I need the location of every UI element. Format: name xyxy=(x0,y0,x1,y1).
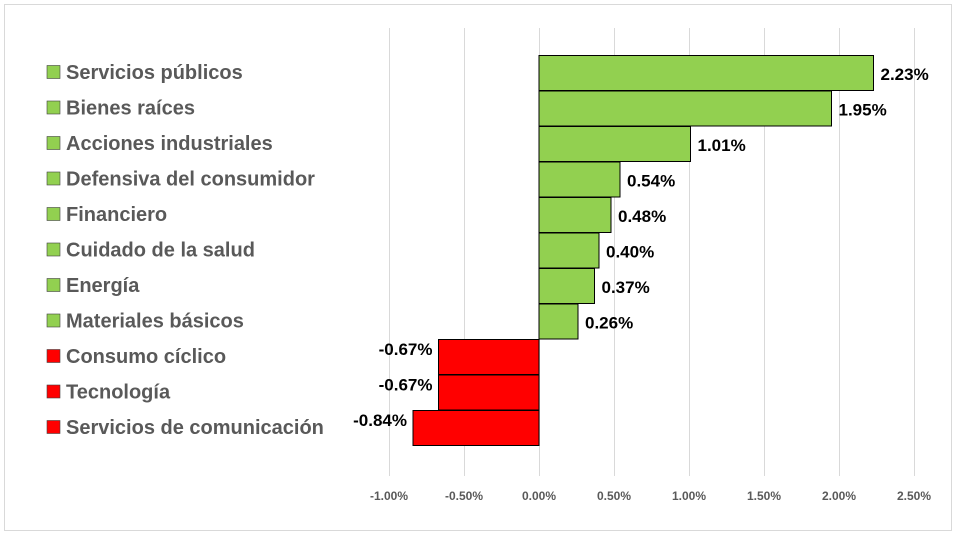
bar xyxy=(538,268,595,304)
category-label: Energía xyxy=(66,275,140,297)
data-label: 0.37% xyxy=(602,278,650,297)
data-label: 0.54% xyxy=(627,172,675,191)
data-label: -0.67% xyxy=(379,376,433,395)
data-label: -0.67% xyxy=(379,340,433,359)
data-label: 0.40% xyxy=(606,243,654,262)
data-label: 0.48% xyxy=(618,207,666,226)
legend-swatch xyxy=(46,384,61,399)
legend-swatch xyxy=(46,65,61,79)
category-label: Tecnología xyxy=(66,382,171,404)
legend-swatch xyxy=(46,100,61,115)
category-label: Servicios públicos xyxy=(66,62,243,84)
bar xyxy=(538,197,612,233)
x-tick-label: -0.50% xyxy=(445,489,483,503)
data-label: 0.26% xyxy=(585,314,633,333)
legend-swatch xyxy=(46,136,61,150)
x-tick-label: 2.50% xyxy=(897,489,931,503)
legend-swatch xyxy=(46,278,61,292)
category-label: Acciones industriales xyxy=(66,133,273,155)
bar xyxy=(538,303,579,340)
bar xyxy=(538,232,600,269)
data-label: -0.84% xyxy=(353,411,407,430)
bar xyxy=(538,126,691,162)
legend-swatch xyxy=(46,420,61,434)
data-label: 2.23% xyxy=(881,65,929,84)
category-label: Servicios de comunicación xyxy=(66,417,324,439)
bar xyxy=(538,55,874,91)
data-label: 1.01% xyxy=(698,136,746,155)
bar xyxy=(538,161,621,198)
legend-swatch xyxy=(46,171,61,186)
category-label: Financiero xyxy=(66,204,167,226)
category-label: Bienes raíces xyxy=(66,98,195,120)
x-tick-label: -1.00% xyxy=(370,489,408,503)
category-label: Consumo cíclico xyxy=(66,346,226,368)
bar xyxy=(412,410,540,446)
category-label: Materiales básicos xyxy=(66,311,244,333)
category-label: Cuidado de la salud xyxy=(66,240,255,262)
legend-swatch xyxy=(46,207,61,221)
bar xyxy=(538,90,832,127)
bar xyxy=(438,374,540,411)
bar xyxy=(438,339,540,375)
legend-swatch xyxy=(46,242,61,257)
x-tick-label: 0.00% xyxy=(522,489,556,503)
data-label: 1.95% xyxy=(839,101,887,120)
x-tick-label: 1.50% xyxy=(747,489,781,503)
legend-swatch xyxy=(46,313,61,328)
legend-swatch xyxy=(46,349,61,363)
x-tick-label: 2.00% xyxy=(822,489,856,503)
category-label: Defensiva del consumidor xyxy=(66,169,315,191)
x-tick-label: 1.00% xyxy=(672,489,706,503)
x-tick-label: 0.50% xyxy=(597,489,631,503)
